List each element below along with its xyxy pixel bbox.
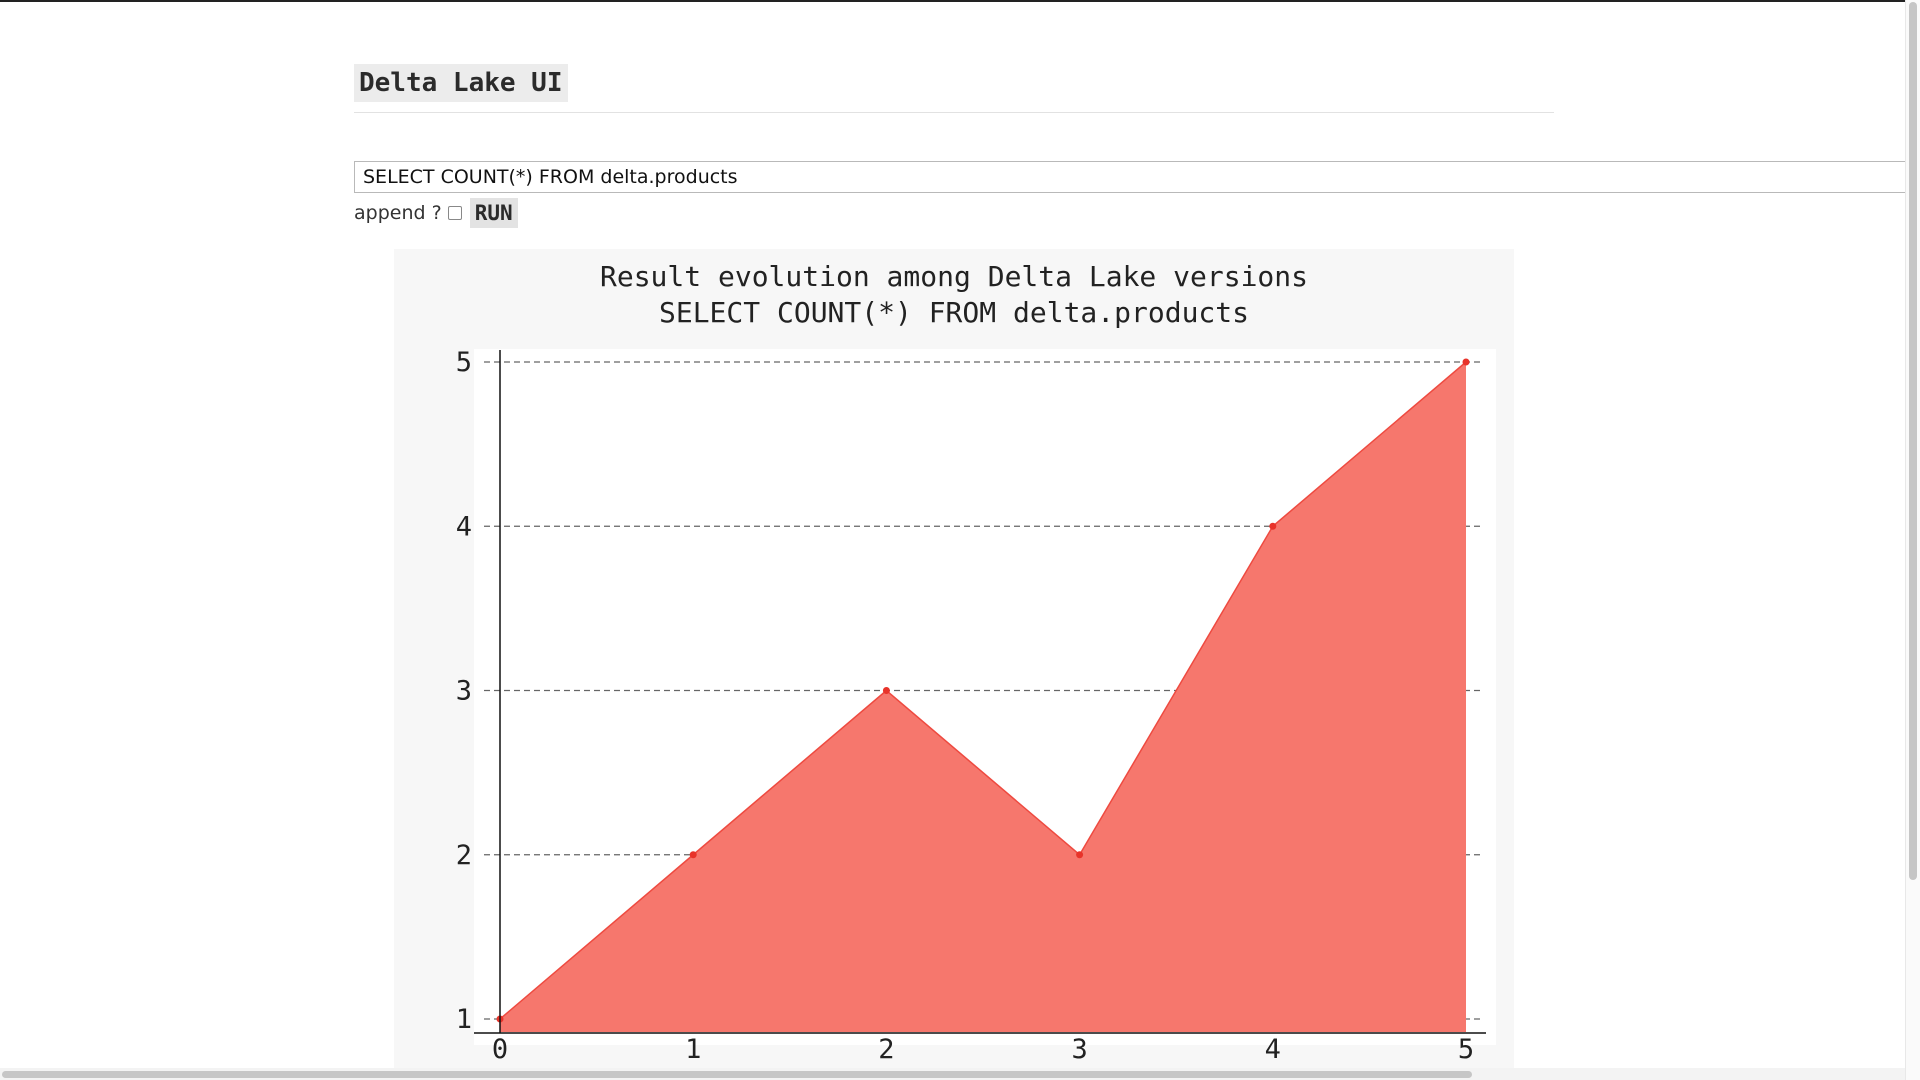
x-tick-label: 1: [685, 1034, 701, 1065]
x-tick-label: 4: [1265, 1034, 1281, 1065]
horizontal-scrollbar-thumb[interactable]: [2, 1071, 1472, 1078]
vertical-scrollbar-thumb[interactable]: [1909, 2, 1917, 880]
x-tick-label: 0: [492, 1034, 508, 1065]
data-point: [1269, 522, 1277, 530]
chart-subtitle: SELECT COUNT(*) FROM delta.products: [659, 296, 1249, 329]
header: Delta Lake UI: [354, 64, 568, 102]
x-tick-label: 3: [1071, 1034, 1087, 1065]
x-tick-label: 2: [878, 1034, 894, 1065]
append-checkbox[interactable]: [447, 206, 462, 220]
run-button[interactable]: RUN: [469, 198, 518, 228]
append-label: append ?: [354, 202, 442, 224]
series-line: [499, 361, 1467, 1020]
data-point: [1076, 851, 1084, 859]
y-tick-label: 2: [456, 840, 472, 871]
result-chart: Result evolution among Delta Lake versio…: [456, 260, 1496, 1065]
chart-panel: Result evolution among Delta Lake versio…: [394, 249, 1514, 1069]
x-tick-label: 5: [1458, 1034, 1474, 1065]
app-title: Delta Lake UI: [354, 64, 568, 102]
data-point: [1462, 358, 1470, 366]
query-input[interactable]: [354, 161, 1920, 193]
data-point: [689, 851, 697, 859]
y-tick-label: 5: [456, 347, 472, 378]
window-top-border: [0, 0, 1920, 2]
title-divider: [354, 112, 1554, 113]
query-controls: append ? RUN: [354, 196, 518, 230]
y-tick-label: 3: [456, 676, 472, 707]
y-tick-label: 1: [456, 1004, 472, 1035]
chart-title: Result evolution among Delta Lake versio…: [600, 260, 1308, 293]
data-point: [882, 687, 890, 694]
series-area: [500, 362, 1466, 1032]
y-tick-label: 4: [456, 511, 472, 542]
